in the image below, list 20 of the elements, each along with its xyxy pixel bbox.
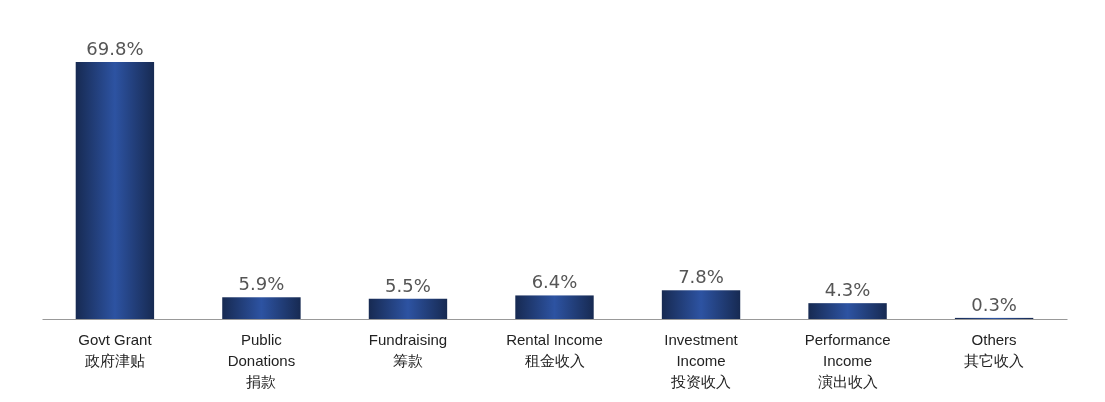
bar [808,303,887,319]
x-tick-label: Public Donations 捐款 [227,331,296,390]
x-tick-label: Rental Income 租金收入 [506,331,603,369]
x-tick-label: Govt Grant 政府津贴 [78,331,153,369]
data-label: 7.8% [678,266,724,288]
data-label: 0.3% [971,293,1017,315]
x-tick-label: Investment Income 投资收入 [664,331,739,390]
bar [222,297,301,319]
x-tick-label: Others 其它收入 [964,331,1025,369]
data-label: 4.3% [824,279,871,301]
bar [661,290,741,319]
bar [515,295,594,319]
bar [368,298,448,319]
data-label: 5.9% [238,273,285,295]
data-label: 69.8% [86,38,144,59]
data-label: 6.4% [531,271,578,293]
x-tick-label: Fundraising 筹款 [368,331,448,369]
data-label: 5.5% [385,274,431,296]
x-tick-label: Performance Income 演出收入 [804,331,891,390]
bar [75,62,155,319]
